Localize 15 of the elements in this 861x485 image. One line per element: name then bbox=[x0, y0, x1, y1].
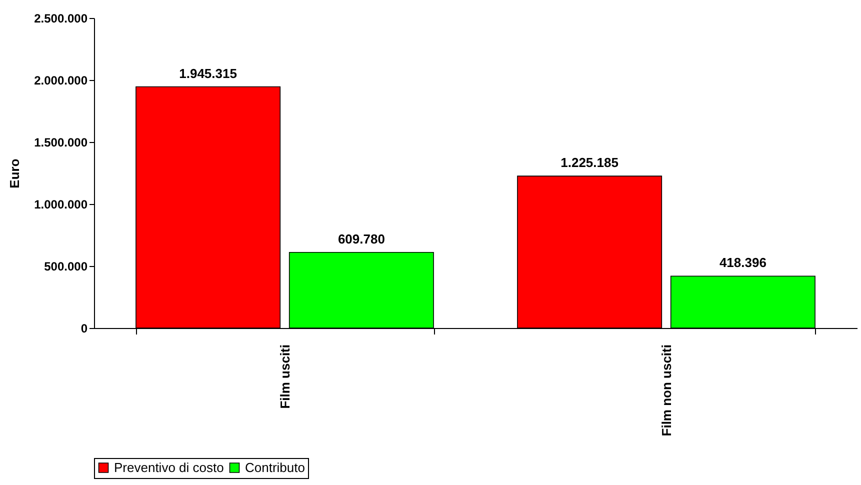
y-tick-label: 500.000 bbox=[44, 260, 88, 274]
legend-label: Contributo bbox=[245, 460, 305, 475]
data-label: 1.225.185 bbox=[560, 155, 618, 170]
y-tick-label: 1.500.000 bbox=[34, 136, 88, 150]
data-label: 418.396 bbox=[719, 255, 766, 270]
y-tick-label: 2.500.000 bbox=[34, 12, 88, 26]
x-tick-label: Film non usciti bbox=[658, 344, 674, 436]
legend-label: Preventivo di costo bbox=[114, 460, 224, 475]
y-tick-label: 1.000.000 bbox=[34, 198, 88, 212]
data-label: 1.945.315 bbox=[179, 66, 237, 81]
y-tick-label: 0 bbox=[80, 322, 88, 336]
y-axis-title: Euro bbox=[7, 158, 22, 188]
y-tick-label: 2.000.000 bbox=[34, 74, 88, 88]
x-tick-label: Film usciti bbox=[277, 344, 292, 409]
data-label: 609.780 bbox=[338, 231, 385, 246]
